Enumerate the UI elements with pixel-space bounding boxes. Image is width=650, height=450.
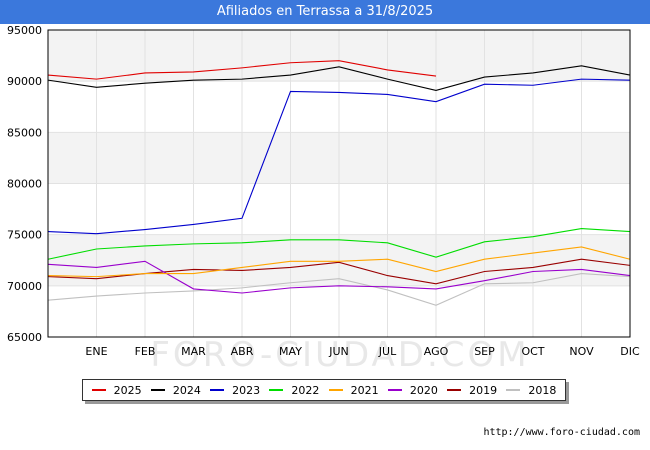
- legend-swatch: [91, 389, 106, 391]
- legend: 2025 2024 2023 2022 2021 2020 2019 2018: [82, 379, 566, 401]
- legend-label: 2020: [409, 383, 438, 397]
- series-line-2022: [47, 227, 631, 260]
- legend-entry-2020: 2020: [387, 383, 438, 397]
- series-line-2020: [47, 260, 631, 294]
- legend-label: 2025: [113, 383, 142, 397]
- series-line-2018: [47, 273, 631, 306]
- legend-entry-2025: 2025: [91, 383, 142, 397]
- y-tick-label: 85000: [7, 126, 42, 139]
- legend-entry-2021: 2021: [328, 383, 379, 397]
- x-tick-label: MAR: [181, 345, 206, 358]
- series-line-2024: [47, 65, 631, 91]
- legend-entry-2019: 2019: [447, 384, 497, 397]
- x-tick-label: SEP: [474, 345, 495, 358]
- legend-swatch: [328, 389, 343, 391]
- legend-swatch: [447, 389, 462, 391]
- source-url: http://www.foro-ciudad.com: [483, 427, 640, 438]
- watermark-text: FORO-CIUDAD.COM: [150, 335, 529, 375]
- legend-swatch: [506, 389, 521, 391]
- y-tick-label: 90000: [7, 75, 42, 88]
- x-tick-label: JUL: [378, 345, 397, 358]
- y-tick-label: 95000: [7, 24, 42, 37]
- legend-label: 2023: [232, 383, 261, 397]
- x-tick-label: ABR: [231, 345, 254, 358]
- legend-swatch: [269, 389, 284, 391]
- legend-swatch: [210, 389, 225, 391]
- legend-entry-2024: 2024: [150, 383, 201, 397]
- legend-label: 2022: [291, 383, 320, 397]
- y-tick-label: 70000: [7, 280, 42, 293]
- series-lines: [47, 60, 631, 306]
- plot-border: [47, 29, 631, 338]
- x-axis-ticks: ENE FEB MAR ABR MAY JUN JUL AGO SEP OCT NOV DIC: [85, 345, 640, 358]
- series-line-2023: [47, 78, 631, 235]
- y-tick-label: 65000: [7, 331, 42, 344]
- legend-entry-2018: 2018: [506, 384, 556, 397]
- legend-swatch: [387, 389, 402, 391]
- y-axis-ticks: 65000 70000 75000 80000 85000 90000 95000: [7, 24, 42, 344]
- x-tick-label: ENE: [85, 345, 107, 358]
- chart-title: Afiliados en Terrassa a 31/8/2025: [0, 0, 650, 24]
- legend-entry-2023: 2023: [210, 384, 260, 397]
- legend-label: 2018: [528, 383, 557, 397]
- x-tick-label: FEB: [135, 345, 156, 358]
- y-tick-label: 80000: [7, 178, 42, 191]
- y-tick-label: 75000: [7, 229, 42, 242]
- x-tick-label: AGO: [424, 345, 449, 358]
- legend-swatch: [150, 389, 165, 391]
- x-tick-label: NOV: [569, 345, 594, 358]
- legend-entry-2022: 2022: [269, 384, 319, 397]
- x-tick-label: JUN: [328, 345, 349, 358]
- legend-label: 2021: [350, 383, 379, 397]
- series-line-2025: [47, 60, 437, 80]
- legend-label: 2024: [172, 383, 201, 397]
- x-tick-label: MAY: [279, 345, 302, 358]
- legend-label: 2019: [469, 383, 498, 397]
- x-tick-label: DIC: [620, 345, 640, 358]
- series-line-2021: [47, 246, 631, 278]
- x-tick-label: OCT: [521, 345, 544, 358]
